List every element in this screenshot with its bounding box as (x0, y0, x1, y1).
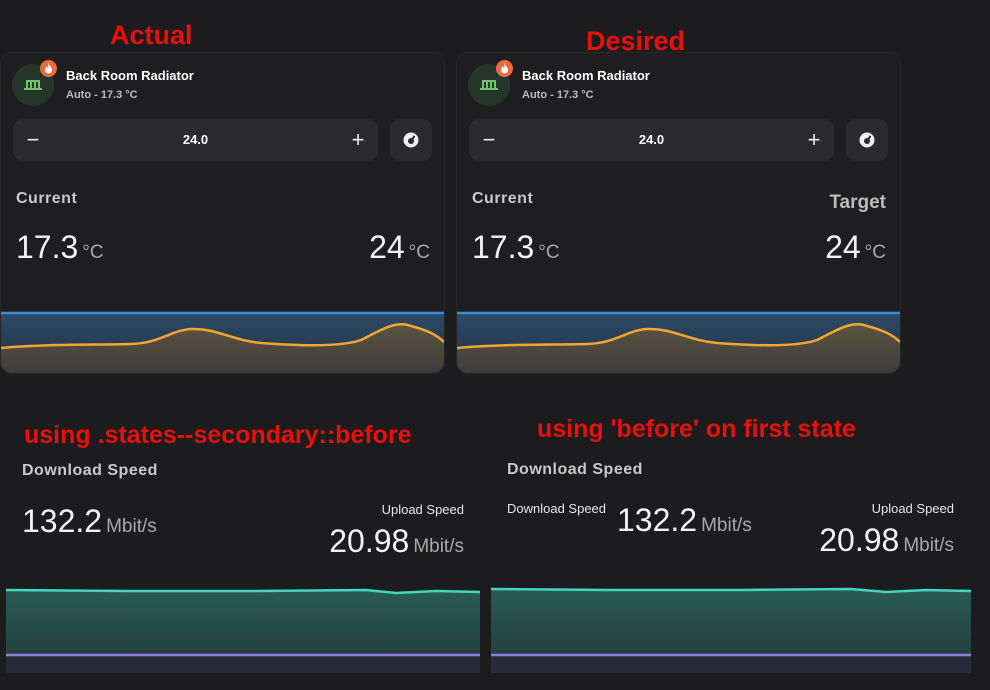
decrease-button[interactable]: − (26, 127, 40, 152)
target-temperature: 24 °C (369, 229, 430, 266)
flame-badge-icon (40, 60, 57, 77)
speed-card-desired: Download Speed Download Speed 132.2 Mbit/… (490, 455, 972, 675)
thermostat-card-desired: Back Room Radiator Auto - 17.3 °C 24.0 −… (456, 52, 901, 374)
setpoint-stepper: 24.0 − + (13, 119, 378, 161)
primary-state-value: 132.2 (22, 503, 103, 539)
hvac-mode-button[interactable] (390, 119, 432, 161)
decrease-button[interactable]: − (482, 127, 496, 152)
annotation-desired: Desired (586, 26, 686, 56)
card-title: Download Speed (22, 462, 158, 479)
current-area (1, 324, 444, 373)
target-temperature-unit: °C (408, 242, 430, 263)
download-area (491, 589, 971, 673)
upload-area (491, 655, 971, 673)
thermostat-card-actual: Back Room Radiator Auto - 17.3 °C 24.0 −… (0, 52, 445, 374)
primary-state-label: Download Speed (507, 501, 607, 516)
download-speed-line (6, 588, 480, 595)
temperature-history-graph[interactable] (457, 308, 900, 373)
current-temperature: 17.3 °C (472, 229, 560, 266)
entity-name: Back Room Radiator (522, 68, 650, 83)
current-temperature-line (457, 323, 900, 350)
primary-state-value: 132.2 (617, 502, 698, 538)
speed-history-graph[interactable] (6, 587, 480, 673)
current-temperature-value: 17.3 (472, 229, 535, 265)
target-temperature-value: 24 (369, 229, 405, 265)
current-temperature-value: 17.3 (16, 229, 79, 265)
secondary-state-unit: Mbit/s (903, 535, 954, 556)
primary-state: 132.2 Mbit/s (22, 503, 157, 540)
target-temperature-unit: °C (864, 242, 886, 263)
entity-state: Auto - 17.3 °C (522, 89, 594, 101)
setpoint-stepper: 24.0 − + (469, 119, 834, 161)
setpoint-value: 24.0 (638, 132, 665, 147)
primary-state: 132.2 Mbit/s (617, 502, 752, 539)
entity-name: Back Room Radiator (66, 68, 194, 83)
secondary-state-value: 20.98 (329, 523, 410, 559)
current-temperature-unit: °C (538, 242, 560, 263)
temperature-history-graph[interactable] (1, 308, 444, 373)
current-temperature-unit: °C (82, 242, 104, 263)
current-area (457, 324, 900, 373)
secondary-state-unit: Mbit/s (413, 536, 464, 557)
speed-card-actual: Download Speed 132.2 Mbit/s Upload Speed … (0, 455, 482, 675)
primary-state-unit: Mbit/s (106, 516, 157, 537)
annotation-actual: Actual (110, 20, 193, 50)
current-temperature-line (1, 323, 444, 350)
entity-state: Auto - 17.3 °C (66, 89, 138, 101)
increase-button[interactable]: + (807, 127, 821, 152)
download-speed-line (491, 587, 971, 594)
speed-history-graph[interactable] (491, 587, 971, 673)
secondary-state: 20.98 Mbit/s (329, 523, 464, 560)
thermostat-auto-icon (859, 132, 875, 148)
flame-badge-icon (496, 60, 513, 77)
download-area (6, 590, 480, 673)
annotation-first-state-before: using 'before' on first state (537, 415, 856, 443)
secondary-state-label: Upload Speed (381, 502, 464, 517)
secondary-state-label: Upload Speed (871, 501, 954, 516)
card-title: Download Speed (507, 461, 643, 478)
annotation-secondary-before: using .states--secondary::before (24, 421, 412, 449)
target-temperature: 24 °C (825, 229, 886, 266)
current-label: Current (16, 190, 78, 207)
thermostat-auto-icon (403, 132, 419, 148)
target-label: Target (829, 192, 886, 213)
hvac-mode-button[interactable] (846, 119, 888, 161)
target-temperature-value: 24 (825, 229, 861, 265)
upload-area (6, 655, 480, 673)
current-temperature: 17.3 °C (16, 229, 104, 266)
current-label: Current (472, 190, 534, 207)
setpoint-value: 24.0 (182, 132, 209, 147)
primary-state-unit: Mbit/s (701, 515, 752, 536)
secondary-state: 20.98 Mbit/s (819, 522, 954, 559)
increase-button[interactable]: + (351, 127, 365, 152)
secondary-state-value: 20.98 (819, 522, 900, 558)
